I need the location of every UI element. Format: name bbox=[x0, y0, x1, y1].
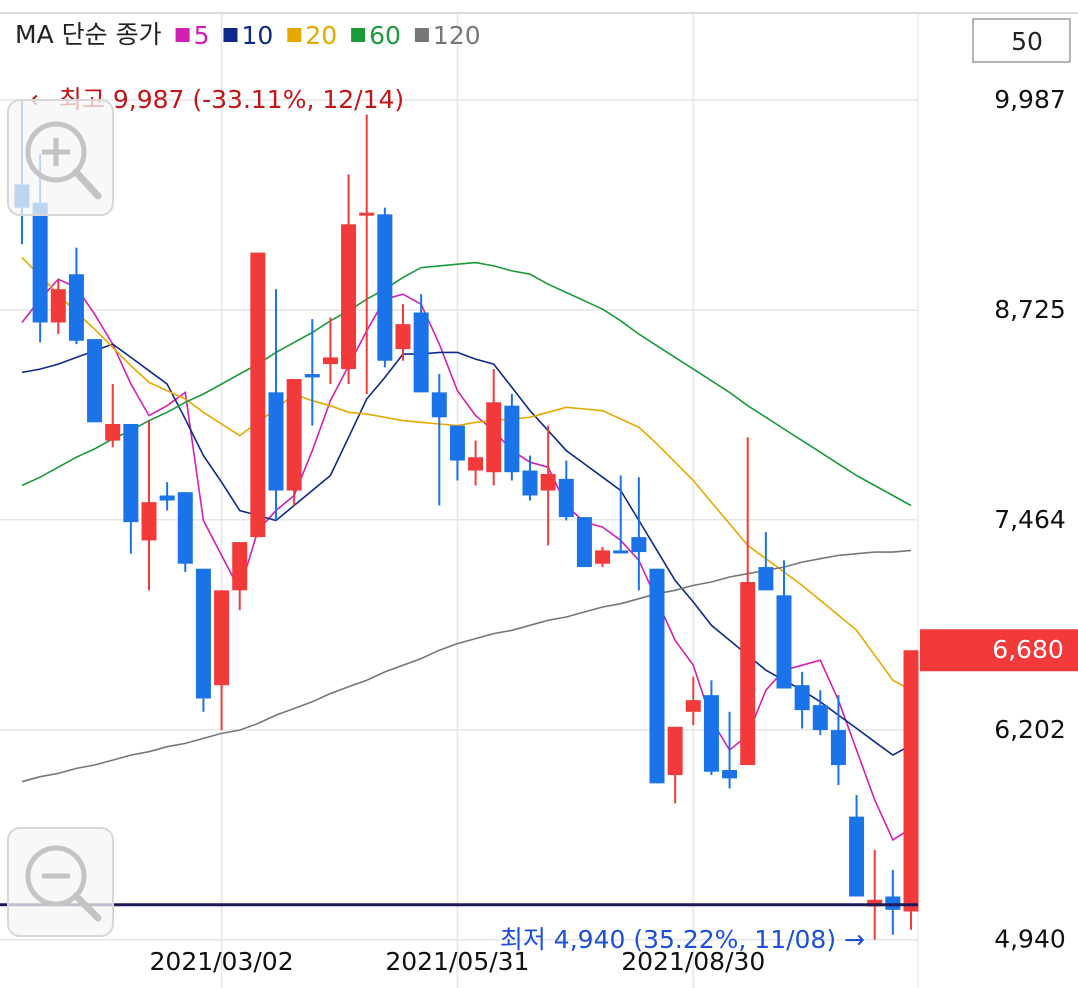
candle-body bbox=[830, 730, 846, 766]
y-tick-label: 4,940 bbox=[994, 925, 1066, 954]
candle-body bbox=[195, 568, 211, 699]
candle-body bbox=[576, 517, 592, 568]
legend-title: MA 단순 종가 bbox=[15, 20, 162, 49]
legend-swatch bbox=[414, 28, 429, 42]
candle-body bbox=[395, 324, 411, 350]
ma-line bbox=[21, 278, 912, 842]
candle-body bbox=[449, 425, 465, 461]
candle-body bbox=[232, 542, 248, 591]
candle-body bbox=[214, 590, 230, 686]
candle-body bbox=[87, 339, 103, 423]
zoom-in-button[interactable] bbox=[7, 99, 114, 216]
y-tick-label: 7,464 bbox=[994, 505, 1066, 534]
candle-body bbox=[50, 289, 66, 323]
candle-body bbox=[322, 357, 338, 365]
legend: 5 10 20 60 120 bbox=[175, 21, 481, 50]
count-box[interactable] bbox=[972, 18, 1071, 63]
candle-count[interactable]: 50 bbox=[1011, 27, 1043, 56]
last-price-box bbox=[920, 629, 1078, 672]
candle-body bbox=[486, 402, 502, 473]
zoom-in-lens bbox=[25, 121, 87, 183]
candle-body bbox=[595, 550, 611, 564]
legend-swatch bbox=[223, 28, 238, 42]
candle-body bbox=[177, 492, 193, 564]
candle-body bbox=[159, 495, 175, 501]
candle-body bbox=[468, 457, 484, 471]
candle-body bbox=[758, 567, 774, 591]
candle-body bbox=[504, 405, 520, 473]
candle-body bbox=[703, 695, 719, 772]
legend-label: 10 bbox=[241, 21, 273, 50]
candles bbox=[14, 100, 919, 940]
candle-body bbox=[685, 700, 701, 712]
candle-body bbox=[849, 816, 865, 897]
x-tick-label: 2021/08/30 bbox=[621, 947, 765, 976]
legend-swatch bbox=[175, 28, 190, 42]
candle-body bbox=[631, 537, 647, 553]
zoom-out-button[interactable] bbox=[7, 827, 114, 937]
candle-body bbox=[722, 770, 738, 779]
y-tick-label: 9,987 bbox=[994, 85, 1066, 114]
candle-body bbox=[68, 274, 84, 341]
candle-body bbox=[250, 252, 266, 538]
candle-body bbox=[105, 423, 121, 441]
candle-body bbox=[649, 568, 665, 784]
legend-swatch bbox=[287, 28, 302, 42]
legend-label: 20 bbox=[305, 21, 337, 50]
candle-body bbox=[776, 595, 792, 689]
legend-label: 120 bbox=[433, 21, 481, 50]
x-tick-label: 2021/03/02 bbox=[150, 947, 294, 976]
candle-body bbox=[141, 502, 157, 541]
moving-averages bbox=[21, 257, 912, 842]
y-tick-label: 6,202 bbox=[994, 715, 1066, 744]
candle-body bbox=[286, 379, 302, 491]
candle-body bbox=[794, 685, 810, 711]
candle-body bbox=[431, 392, 447, 418]
legend-label: 60 bbox=[369, 21, 401, 50]
candle-body bbox=[812, 705, 828, 731]
candle-body bbox=[558, 478, 574, 518]
candle-body bbox=[667, 726, 683, 776]
candle-body bbox=[341, 224, 357, 370]
candle-body bbox=[32, 202, 48, 323]
zoom-in-handle bbox=[72, 168, 102, 200]
candle-body bbox=[268, 392, 284, 491]
candle-body bbox=[413, 312, 429, 393]
ma-line bbox=[21, 343, 912, 757]
candle-body bbox=[885, 896, 901, 910]
candle-body bbox=[377, 214, 393, 361]
candle-body bbox=[123, 423, 139, 523]
grid bbox=[0, 13, 918, 988]
x-tick-label: 2021/05/31 bbox=[385, 947, 529, 976]
candle-body bbox=[867, 899, 883, 907]
candle-body bbox=[740, 582, 756, 766]
candle-body bbox=[522, 470, 538, 496]
ma-line bbox=[21, 261, 912, 507]
candle-body bbox=[359, 212, 375, 216]
legend-swatch bbox=[351, 28, 366, 42]
zoom-out-lens bbox=[25, 845, 87, 907]
candle-body bbox=[903, 650, 919, 912]
candle-body bbox=[304, 374, 320, 378]
last-price-label: 6,680 bbox=[992, 635, 1064, 664]
legend-label: 5 bbox=[194, 21, 210, 50]
candle-body bbox=[613, 550, 629, 554]
zoom-out-handle bbox=[72, 892, 102, 922]
ma-line bbox=[21, 257, 912, 691]
candle-body bbox=[540, 473, 556, 491]
low-annotation: 최저 4,940 (35.22%, 11/08) → bbox=[500, 925, 865, 954]
y-tick-label: 8,725 bbox=[994, 295, 1066, 324]
